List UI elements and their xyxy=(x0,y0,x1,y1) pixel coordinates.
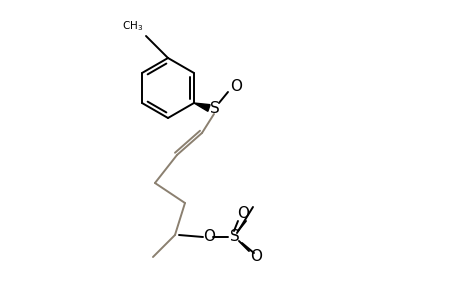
Polygon shape xyxy=(194,103,210,111)
Text: O: O xyxy=(202,230,214,244)
Text: O: O xyxy=(230,79,241,94)
Text: O: O xyxy=(249,250,262,265)
Text: S: S xyxy=(210,100,219,116)
Text: CH$_3$: CH$_3$ xyxy=(122,19,143,33)
Text: S: S xyxy=(230,230,239,244)
Text: O: O xyxy=(236,206,248,220)
